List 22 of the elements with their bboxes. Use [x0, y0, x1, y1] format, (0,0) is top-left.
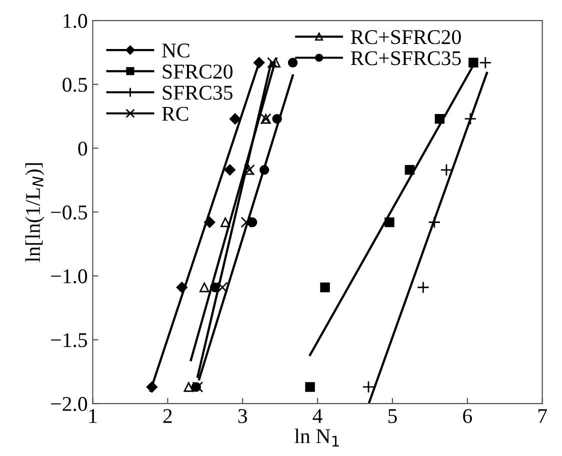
y-tick-label: −1.5 — [51, 333, 88, 348]
y-tick-label: 0.5 — [62, 78, 88, 92]
y-tick-label: 0 — [78, 142, 88, 156]
legend-label: RC — [162, 106, 188, 121]
x-tick-label: 2 — [163, 409, 172, 423]
legend-label: RC+SFRC20 — [350, 30, 461, 44]
y-tick-label: −2.0 — [51, 396, 88, 412]
x-tick-label: 3 — [238, 409, 247, 424]
x-tick-label: 4 — [312, 409, 322, 423]
x-tick-label: 7 — [538, 409, 547, 423]
x-tick-label: 1 — [89, 409, 97, 423]
x-tick-label: 5 — [388, 409, 397, 424]
y-tick-label: −0.5 — [51, 205, 88, 220]
x-axis-title: ln N$_{1}$ — [294, 428, 339, 446]
legend-label: NC — [162, 44, 190, 58]
y-tick-label: −1.0 — [51, 269, 88, 284]
legend-label: SFRC20 — [162, 64, 232, 79]
y-tick-label: 1.0 — [64, 14, 88, 28]
y-axis-title: ln[ln(1/L$_{N}$)] — [25, 163, 44, 262]
legend-label: RC+SFRC35 — [350, 51, 461, 66]
x-tick-label: 6 — [463, 409, 472, 424]
legend-label: SFRC35 — [162, 86, 232, 100]
